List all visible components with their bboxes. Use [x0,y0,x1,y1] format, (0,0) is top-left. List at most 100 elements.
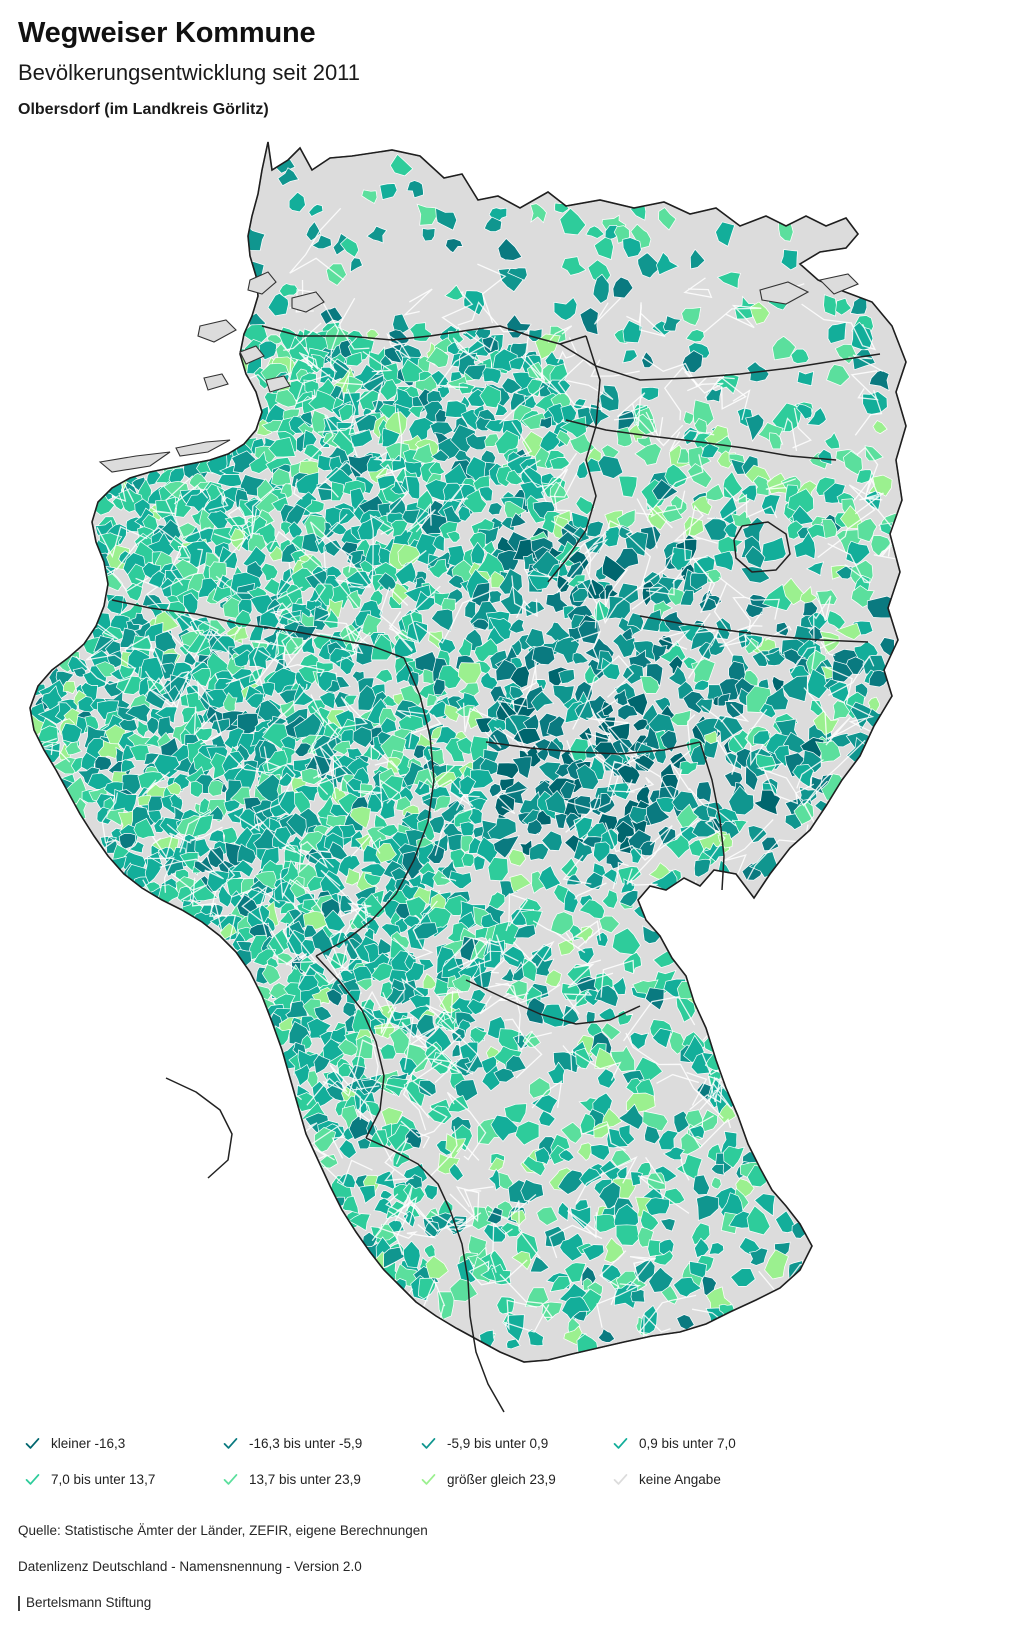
municipality-area[interactable] [823,294,837,317]
municipality-area[interactable] [447,574,465,590]
municipality-area[interactable] [284,637,304,656]
municipality-area[interactable] [617,704,639,721]
municipality-area[interactable] [503,1103,528,1124]
municipality-area[interactable] [576,460,589,479]
municipality-area[interactable] [615,1224,640,1246]
municipality-area[interactable] [769,432,782,450]
municipality-area[interactable] [444,284,464,301]
municipality-area[interactable] [376,824,400,837]
municipality-area[interactable] [646,663,664,687]
municipality-area[interactable] [223,799,241,812]
municipality-area[interactable] [563,889,579,914]
municipality-area[interactable] [277,167,300,187]
municipality-area[interactable] [462,488,488,514]
municipality-area[interactable] [531,645,556,666]
municipality-area[interactable] [857,518,878,543]
municipality-area[interactable] [752,789,781,816]
municipality-area[interactable] [473,855,486,871]
municipality-area[interactable] [422,973,438,990]
municipality-area[interactable] [640,1209,660,1233]
municipality-area[interactable] [753,730,771,745]
municipality-area[interactable] [454,1079,479,1102]
municipality-area[interactable] [247,646,271,670]
municipality-area[interactable] [118,833,136,850]
municipality-area[interactable] [780,249,798,271]
municipality-area[interactable] [352,726,373,748]
municipality-area[interactable] [465,433,487,451]
municipality-area[interactable] [413,780,431,796]
municipality-area[interactable] [190,780,203,798]
municipality-area[interactable] [723,521,738,539]
municipality-area[interactable] [306,876,325,892]
municipality-area[interactable] [676,803,699,832]
municipality-area[interactable] [597,1068,616,1089]
municipality-area[interactable] [640,386,660,401]
municipality-area[interactable] [405,896,427,922]
municipality-area[interactable] [594,1047,617,1069]
municipality-area[interactable] [282,567,295,584]
municipality-area[interactable] [394,561,417,586]
municipality-area[interactable] [194,838,211,858]
municipality-area[interactable] [106,595,124,615]
municipality-area[interactable] [483,216,503,232]
municipality-area[interactable] [364,872,382,886]
municipality-area[interactable] [408,405,426,419]
municipality-area[interactable] [689,1260,707,1279]
municipality-area[interactable] [472,618,490,631]
municipality-area[interactable] [494,402,508,416]
municipality-area[interactable] [194,727,213,741]
municipality-area[interactable] [626,612,644,631]
municipality-area[interactable] [361,189,378,204]
municipality-area[interactable] [434,771,459,790]
municipality-area[interactable] [469,1026,489,1046]
municipality-area[interactable] [355,978,373,992]
municipality-area[interactable] [832,700,851,721]
municipality-area[interactable] [579,1167,603,1188]
municipality-area[interactable] [824,431,841,450]
municipality-area[interactable] [493,1067,515,1083]
municipality-area[interactable] [575,495,596,516]
municipality-area[interactable] [593,1213,618,1233]
municipality-area[interactable] [715,221,736,247]
municipality-area[interactable] [645,1197,671,1217]
municipality-area[interactable] [793,531,816,560]
municipality-area[interactable] [630,223,652,250]
municipality-area[interactable] [679,760,699,775]
municipality-area[interactable] [559,1232,585,1262]
municipality-area[interactable] [597,455,624,479]
legend-item-0[interactable]: kleiner -16,3 [24,1425,125,1461]
municipality-area[interactable] [644,1125,661,1145]
municipality-area[interactable] [366,225,388,244]
municipality-area[interactable] [261,964,281,986]
municipality-area[interactable] [691,495,713,516]
municipality-area[interactable] [718,1303,736,1321]
municipality-area[interactable] [745,413,765,442]
municipality-area[interactable] [193,751,218,773]
municipality-area[interactable] [759,703,777,719]
municipality-area[interactable] [358,1184,376,1204]
municipality-area[interactable] [451,973,472,993]
municipality-area[interactable] [416,203,437,226]
municipality-area[interactable] [448,1163,464,1182]
municipality-area[interactable] [304,499,325,514]
legend-item-3[interactable]: 0,9 bis unter 7,0 [612,1425,736,1461]
municipality-area[interactable] [338,1139,357,1160]
municipality-area[interactable] [458,382,476,395]
municipality-area[interactable] [815,589,838,606]
municipality-area[interactable] [374,668,394,684]
municipality-area[interactable] [425,1255,449,1279]
municipality-area[interactable] [370,962,396,982]
municipality-area[interactable] [501,377,523,395]
municipality-area[interactable] [592,273,610,304]
municipality-area[interactable] [457,637,473,658]
municipality-area[interactable] [696,1194,720,1221]
municipality-area[interactable] [622,237,642,258]
municipality-area[interactable] [745,765,759,792]
municipality-area[interactable] [308,389,339,414]
municipality-area[interactable] [314,1126,337,1153]
municipality-area[interactable] [380,717,398,735]
municipality-area[interactable] [166,781,182,796]
municipality-area[interactable] [761,836,780,852]
municipality-area[interactable] [267,292,289,317]
municipality-area[interactable] [530,203,547,224]
